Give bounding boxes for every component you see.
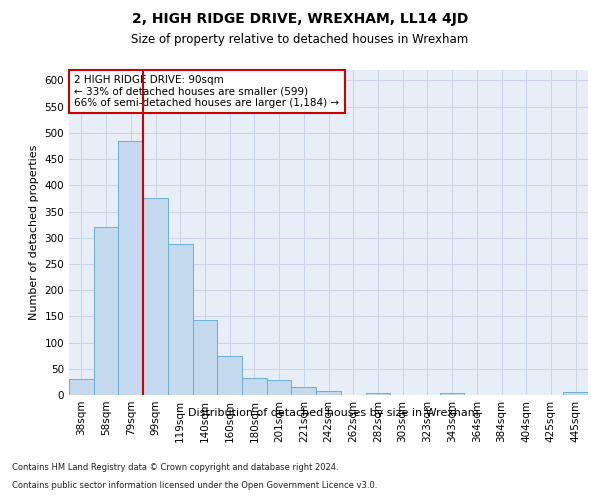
Y-axis label: Number of detached properties: Number of detached properties xyxy=(29,145,39,320)
Bar xyxy=(316,391,341,395)
Bar xyxy=(168,244,193,395)
Bar xyxy=(440,393,464,395)
Bar xyxy=(267,380,292,395)
Text: 2 HIGH RIDGE DRIVE: 90sqm
← 33% of detached houses are smaller (599)
66% of semi: 2 HIGH RIDGE DRIVE: 90sqm ← 33% of detac… xyxy=(74,75,340,108)
Text: Contains HM Land Registry data © Crown copyright and database right 2024.: Contains HM Land Registry data © Crown c… xyxy=(12,462,338,471)
Text: 2, HIGH RIDGE DRIVE, WREXHAM, LL14 4JD: 2, HIGH RIDGE DRIVE, WREXHAM, LL14 4JD xyxy=(132,12,468,26)
Bar xyxy=(365,393,390,395)
Bar xyxy=(217,356,242,395)
Text: Size of property relative to detached houses in Wrexham: Size of property relative to detached ho… xyxy=(131,32,469,46)
Text: Distribution of detached houses by size in Wrexham: Distribution of detached houses by size … xyxy=(188,408,478,418)
Bar xyxy=(69,380,94,395)
Bar xyxy=(292,387,316,395)
Bar xyxy=(242,378,267,395)
Bar xyxy=(94,228,118,395)
Bar xyxy=(118,141,143,395)
Bar xyxy=(193,320,217,395)
Text: Contains public sector information licensed under the Open Government Licence v3: Contains public sector information licen… xyxy=(12,481,377,490)
Bar xyxy=(563,392,588,395)
Bar xyxy=(143,198,168,395)
